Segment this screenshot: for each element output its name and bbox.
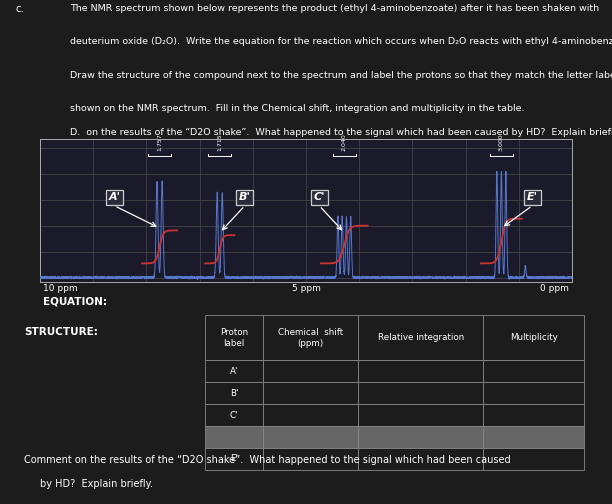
Text: deuterium oxide (D₂O).  Write the equation for the reaction which occurs when D₂: deuterium oxide (D₂O). Write the equatio… — [70, 37, 612, 46]
Bar — [263, 360, 358, 383]
Text: Draw the structure of the compound next to the spectrum and label the protons so: Draw the structure of the compound next … — [70, 71, 612, 80]
Bar — [483, 383, 584, 404]
Text: Relative integration: Relative integration — [378, 333, 464, 342]
Bar — [358, 448, 483, 470]
Text: 2.040: 2.040 — [342, 133, 347, 151]
Bar — [263, 426, 358, 448]
Text: Comment on the results of the “D2O shake”.  What happened to the signal which ha: Comment on the results of the “D2O shake… — [24, 455, 511, 465]
Bar — [358, 360, 483, 383]
Bar — [358, 316, 483, 360]
Bar — [263, 316, 358, 360]
Text: Chemical  shift
(ppm): Chemical shift (ppm) — [278, 328, 343, 348]
Text: 10 ppm: 10 ppm — [43, 284, 78, 293]
Bar — [205, 360, 263, 383]
Text: E': E' — [527, 193, 538, 203]
Text: A': A' — [230, 367, 238, 376]
Text: STRUCTURE:: STRUCTURE: — [24, 327, 99, 337]
Text: 1.715: 1.715 — [217, 134, 222, 151]
Text: c.: c. — [15, 4, 24, 14]
Text: B': B' — [230, 389, 238, 398]
Bar — [205, 383, 263, 404]
Text: D.  on the results of the “D2O shake”.  What happened to the signal which had be: D. on the results of the “D2O shake”. Wh… — [70, 129, 612, 138]
Bar — [263, 383, 358, 404]
Text: shown on the NMR spectrum.  Fill in the Chemical shift, integration and multipli: shown on the NMR spectrum. Fill in the C… — [70, 104, 525, 113]
Bar — [483, 316, 584, 360]
Bar — [205, 426, 263, 448]
Text: E': E' — [230, 455, 238, 463]
Text: 5 ppm: 5 ppm — [291, 284, 321, 293]
Text: C': C' — [230, 411, 239, 420]
Bar — [205, 316, 263, 360]
Bar — [483, 404, 584, 426]
Text: A': A' — [108, 193, 121, 203]
Text: EQUATION:: EQUATION: — [43, 296, 107, 306]
Text: by HD?  Explain briefly.: by HD? Explain briefly. — [40, 479, 153, 489]
Bar — [263, 404, 358, 426]
Text: B': B' — [239, 193, 251, 203]
Text: Proton
label: Proton label — [220, 328, 248, 348]
Bar — [205, 404, 263, 426]
Text: 0 ppm: 0 ppm — [540, 284, 569, 293]
Text: Multiplicity: Multiplicity — [510, 333, 558, 342]
Bar — [483, 360, 584, 383]
Bar — [483, 426, 584, 448]
Text: C': C' — [313, 193, 325, 203]
Bar — [205, 448, 263, 470]
Bar — [483, 448, 584, 470]
Text: 1.757: 1.757 — [157, 133, 162, 151]
Bar — [358, 404, 483, 426]
Text: 3.000: 3.000 — [499, 134, 504, 151]
Bar — [263, 448, 358, 470]
Text: The NMR spectrum shown below represents the product (ethyl 4-aminobenzoate) afte: The NMR spectrum shown below represents … — [70, 4, 600, 13]
Bar — [358, 383, 483, 404]
Bar — [358, 426, 483, 448]
